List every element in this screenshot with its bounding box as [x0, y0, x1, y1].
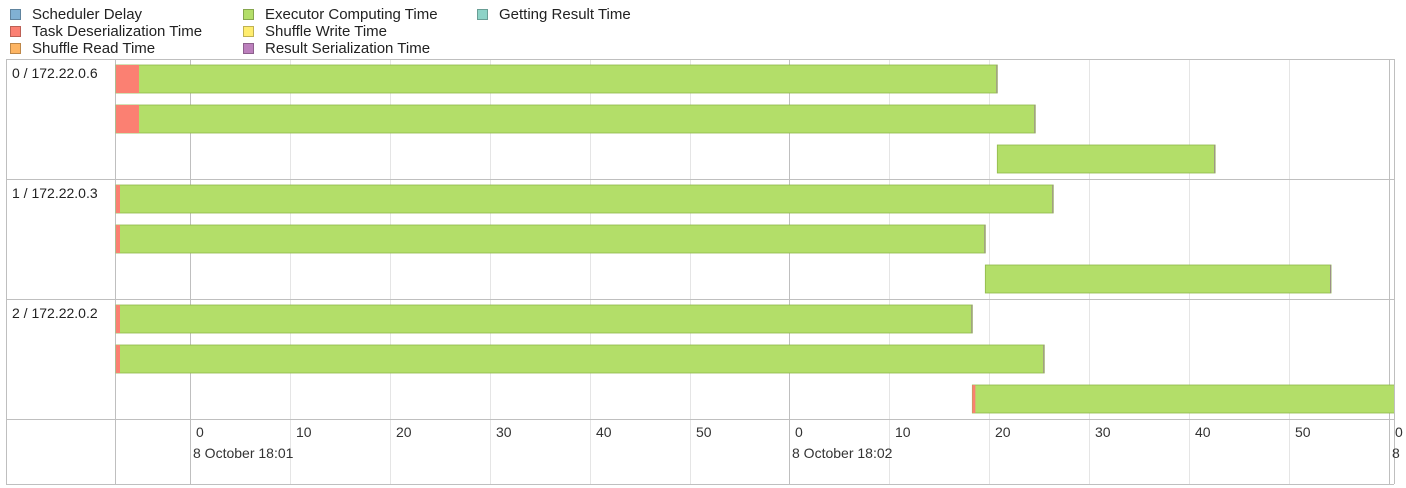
task-bars — [115, 64, 1394, 414]
x-tick-label: 40 — [1195, 424, 1211, 440]
task-deserialization-segment — [115, 105, 139, 133]
task-bar — [115, 224, 986, 254]
legend-item-task-deserialization-time: Task Deserialization Time — [10, 23, 202, 40]
task-deserialization-segment — [115, 65, 139, 93]
major-time-label: 8 — [1392, 445, 1400, 461]
legend-swatch — [10, 9, 21, 20]
legend-item-scheduler-delay: Scheduler Delay — [10, 6, 142, 23]
legend-label: Task Deserialization Time — [32, 23, 203, 40]
x-tick-label: 0 — [196, 424, 204, 440]
legend-item-getting-result-time: Getting Result Time — [477, 6, 631, 23]
task-deserialization-segment — [115, 225, 120, 253]
executor-label: 2 / 172.22.0.2 — [12, 305, 98, 321]
task-deserialization-segment — [972, 385, 976, 413]
major-time-label: 8 October 18:01 — [193, 445, 294, 461]
task-bar — [115, 104, 1036, 134]
legend-label: Executor Computing Time — [265, 6, 438, 23]
legend-item-executor-computing-time: Executor Computing Time — [243, 6, 438, 23]
legend-label: Scheduler Delay — [32, 6, 143, 23]
executor-label: 0 / 172.22.0.6 — [12, 65, 98, 81]
legend-label: Getting Result Time — [499, 6, 631, 23]
legend-label: Result Serialization Time — [265, 40, 431, 57]
x-tick-label: 30 — [1095, 424, 1111, 440]
executor-label: 1 / 172.22.0.3 — [12, 185, 98, 201]
task-bar — [996, 144, 1216, 174]
x-tick-label: 0 — [795, 424, 803, 440]
legend-item-shuffle-read-time: Shuffle Read Time — [10, 40, 155, 57]
x-tick-label: 30 — [496, 424, 512, 440]
executor-computing-segment — [984, 264, 1332, 294]
executor-computing-segment — [115, 64, 998, 94]
task-bar — [115, 344, 1045, 374]
legend-swatch — [243, 9, 254, 20]
executor-computing-segment — [115, 224, 986, 254]
task-deserialization-segment — [115, 345, 120, 373]
x-tick-label: 0 — [1395, 424, 1403, 440]
legend-swatch — [243, 43, 254, 54]
executor-computing-segment — [971, 384, 1394, 414]
executor-computing-segment — [115, 304, 973, 334]
task-bar — [971, 384, 1394, 414]
executor-computing-segment — [115, 104, 1036, 134]
x-tick-label: 50 — [696, 424, 712, 440]
legend-swatch — [243, 26, 254, 37]
x-tick-label: 40 — [596, 424, 612, 440]
task-deserialization-segment — [115, 305, 120, 333]
legend: Scheduler Delay Task Deserialization Time… — [0, 0, 1406, 58]
time-axis: 0 10 20 30 40 50 0 10 20 30 40 50 0 8 October 18:01 8 … — [193, 424, 1403, 461]
executor-computing-segment — [996, 144, 1216, 174]
legend-label: Shuffle Read Time — [32, 40, 156, 57]
x-tick-label: 50 — [1295, 424, 1311, 440]
task-bar — [115, 184, 1054, 214]
legend-label: Shuffle Write Time — [265, 23, 387, 40]
x-tick-label: 10 — [296, 424, 312, 440]
x-tick-label: 20 — [396, 424, 412, 440]
executor-computing-segment — [115, 184, 1054, 214]
legend-swatch — [477, 9, 488, 20]
legend-item-shuffle-write-time: Shuffle Write Time — [243, 23, 387, 40]
task-deserialization-segment — [115, 185, 120, 213]
executor-computing-segment — [115, 344, 1045, 374]
task-bar — [115, 64, 998, 94]
major-time-label: 8 October 18:02 — [792, 445, 893, 461]
task-bar — [984, 264, 1332, 294]
task-bar — [115, 304, 973, 334]
x-tick-label: 10 — [895, 424, 911, 440]
legend-item-result-serialization-time: Result Serialization Time — [243, 40, 430, 57]
x-tick-label: 20 — [995, 424, 1011, 440]
legend-swatch — [10, 26, 21, 37]
legend-swatch — [10, 43, 21, 54]
